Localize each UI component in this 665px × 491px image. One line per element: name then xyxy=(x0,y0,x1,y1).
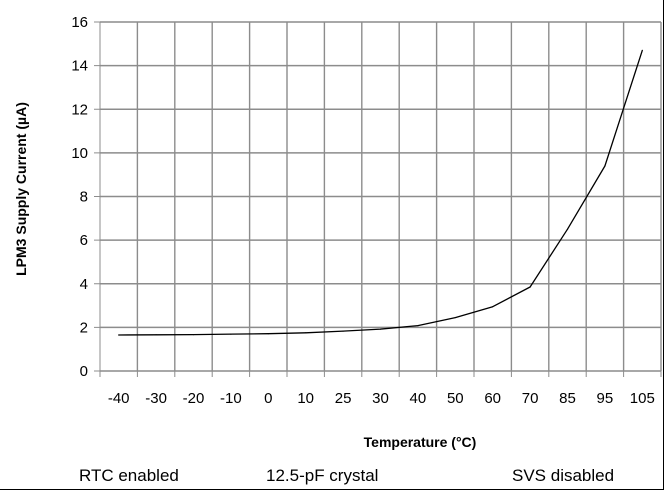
x-tick-label: 50 xyxy=(447,390,464,407)
x-tick-label: -30 xyxy=(145,390,167,407)
x-tick-label: 0 xyxy=(264,390,272,407)
y-tick-label: 2 xyxy=(80,319,88,336)
data-point xyxy=(604,165,606,167)
data-point xyxy=(492,306,494,308)
grid-lines xyxy=(94,21,662,377)
y-tick-label: 10 xyxy=(71,145,88,162)
crystal-note: 12.5-pF crystal xyxy=(266,466,379,485)
y-tick-label: 4 xyxy=(80,276,88,293)
data-point xyxy=(529,286,531,288)
data-point xyxy=(192,333,195,336)
x-tick-label: -10 xyxy=(220,390,242,407)
data-point xyxy=(230,333,232,335)
x-tick-label: -20 xyxy=(183,390,205,407)
data-point xyxy=(342,330,344,332)
data-point xyxy=(118,334,120,336)
x-tick-label: 25 xyxy=(335,390,352,407)
series-line xyxy=(118,50,643,336)
x-tick-label: 95 xyxy=(597,390,614,407)
data-point xyxy=(566,228,569,230)
data-point xyxy=(267,333,269,335)
data-point xyxy=(155,334,157,336)
series xyxy=(118,49,643,336)
data-point xyxy=(454,316,456,319)
y-tick-label: 16 xyxy=(71,14,88,31)
y-tick-labels: 0 2 4 6 8 10 12 14 16 xyxy=(71,14,88,380)
x-tick-labels: -40 -30 -20 -10 0 10 25 30 40 50 60 70 85 95 105 xyxy=(108,390,655,407)
data-point xyxy=(417,325,419,327)
x-tick-label: 70 xyxy=(522,390,539,407)
x-tick-label: 40 xyxy=(410,390,427,407)
y-tick-label: 8 xyxy=(80,189,88,206)
x-axis-title: Temperature (°C) xyxy=(364,434,477,450)
x-tick-label: 30 xyxy=(372,390,389,407)
y-axis-title: LPM3 Supply Current (µA) xyxy=(13,102,29,276)
data-point xyxy=(641,49,643,51)
x-tick-label: 10 xyxy=(297,390,314,407)
rtc-note: RTC enabled xyxy=(79,466,179,485)
data-point xyxy=(305,332,307,334)
axes xyxy=(99,22,661,372)
svs-note: SVS disabled xyxy=(512,466,615,485)
x-tick-label: 105 xyxy=(630,390,655,407)
data-point xyxy=(379,328,382,330)
x-tick-label: 60 xyxy=(484,390,501,407)
y-tick-label: 0 xyxy=(80,363,88,380)
x-tick-label: 85 xyxy=(559,390,576,407)
y-tick-label: 6 xyxy=(80,232,88,249)
y-tick-label: 12 xyxy=(71,101,88,118)
y-tick-label: 14 xyxy=(71,58,88,75)
x-tick-label: -40 xyxy=(108,390,130,407)
